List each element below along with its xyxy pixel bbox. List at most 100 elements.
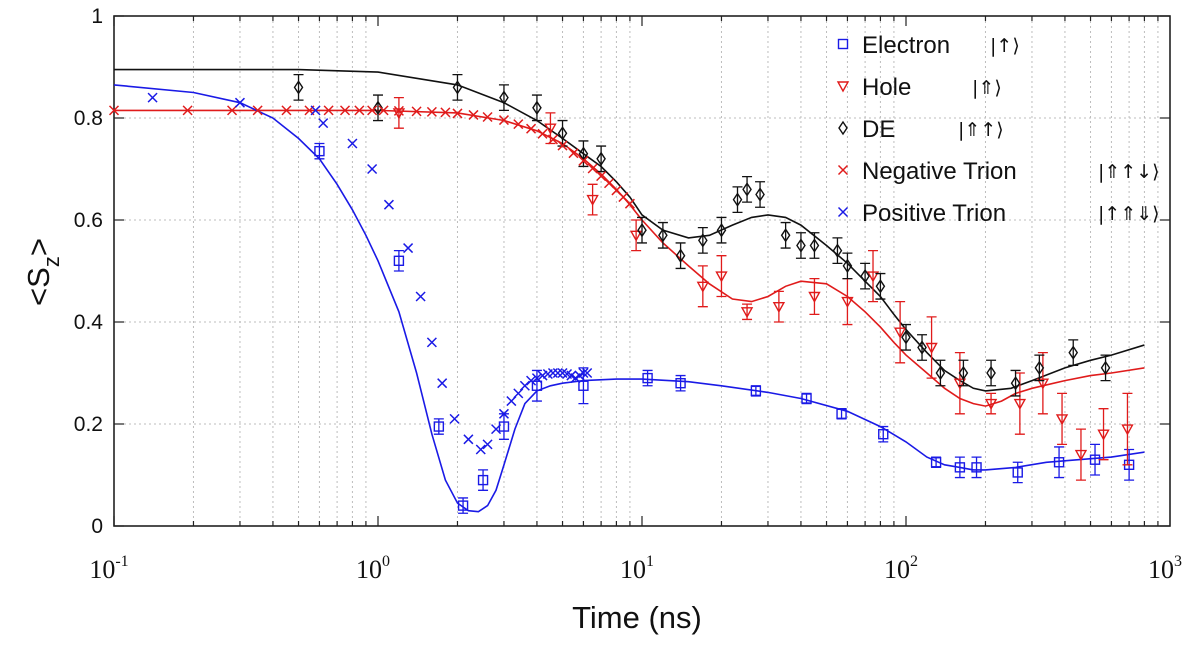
negative-trion-point [367,105,378,116]
negative-trion-point [281,105,292,116]
x-tick-exp: 2 [910,553,918,570]
y-tick-label: 0.8 [74,107,103,130]
y-label-sub: z [39,256,64,267]
de-point [986,365,996,381]
de-error-bar [832,237,843,264]
hole-point [893,327,907,339]
de-point [842,258,853,274]
negative-trion-point [596,171,607,182]
hole-point [629,230,643,242]
electron-error-bar [393,249,404,272]
hole-error-bar [986,392,997,415]
de-error-bar [578,140,589,168]
de-point [499,90,509,105]
positive-trion-point [491,424,502,435]
de-point [917,340,927,355]
hole-point [808,291,821,303]
hole-error-bar [716,255,727,298]
electron-point [954,462,966,473]
positive-trion-point [415,291,426,302]
hole-error-bar [773,290,784,323]
de-point [780,228,791,243]
de-point [293,80,304,95]
hole-point [1055,414,1069,426]
positive-trion-point [519,380,530,391]
positive-trion-point [347,138,358,149]
de-point [832,243,843,258]
de-error-bar [373,94,383,122]
electron-error-bar [954,456,965,479]
negative-trion-point [557,140,568,151]
legend-label-positive-trion: Positive Trion [862,200,1006,227]
hole-point [740,307,754,319]
positive-trion-point [513,388,524,399]
x-tick-base: 10 [89,555,115,584]
de-point [716,222,727,238]
electron-point [477,474,489,486]
y-tick-label: 0.4 [74,311,104,334]
positive-trion-point [449,413,460,424]
hole-error-bar [954,351,965,415]
de-error-bar [452,74,463,101]
negative-trion-point [498,115,509,126]
hole-point [925,342,938,354]
axis-ticks [113,15,1170,527]
de-error-bar [657,221,668,249]
positive-trion-point [552,367,563,379]
positive-trion-point [547,367,558,379]
electron-error-bar [1090,443,1101,476]
de-error-bar [755,181,766,208]
de-point [796,238,806,253]
positive-trion-point [310,105,321,116]
hole-point [544,123,557,135]
x-tick-base: 10 [884,555,910,584]
hole-point [1013,398,1027,411]
negative-trion-point [468,109,479,120]
de-error-bar [716,216,727,244]
positive-trion-point [318,118,329,129]
positive-trion-point [498,408,509,419]
de-error-bar [531,94,542,122]
positive-trion-point [531,373,542,384]
hole-point [1097,429,1110,441]
negative-trion-point [108,105,120,116]
legend-ket-hole: |⇑⟩ [972,77,1002,99]
de-point [658,228,668,243]
de-error-bar [1034,354,1045,382]
electron-point [433,421,445,432]
electron-point [675,378,686,389]
electron-error-bar [531,369,542,402]
de-error-bar [958,359,969,387]
electron-error-bar [478,469,489,491]
electron-point [457,500,469,511]
de-error-bar [780,221,791,249]
positive-trion-point [463,434,474,445]
de-point [578,146,589,161]
electron-point [393,255,405,266]
hole-error-bar [1037,351,1048,415]
electron-point [578,380,589,391]
svg-text:<Sz>: <Sz> [21,238,64,306]
de-error-bar [986,359,997,387]
hole-error-bar [697,265,708,308]
de-error-bar [1100,354,1111,382]
hole-error-bar [809,278,820,315]
de-error-bar [795,232,806,259]
positive-trion-point [367,163,378,175]
y-tick-label: 0.6 [74,209,103,232]
hole-point [1036,378,1050,390]
positive-trion-point [147,92,158,103]
de-point [1068,345,1079,360]
x-axis-label: Time (ns) [572,600,702,635]
data-points [108,74,1135,514]
de-point [532,100,542,116]
x-tick-label: 100 [356,553,390,584]
y-label-base: <S [21,267,56,306]
hole-error-bar [1122,392,1133,466]
de-error-bar [637,216,647,244]
de-error-bar [935,359,946,387]
x-tick-exp: 0 [382,553,390,570]
negative-trion-point [526,123,537,134]
negative-trion-point [411,106,422,117]
hole-point [696,281,710,293]
